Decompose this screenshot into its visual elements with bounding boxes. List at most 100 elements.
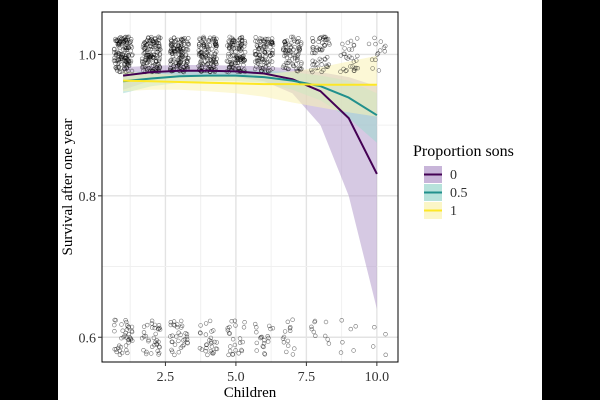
- data-point: [270, 48, 276, 53]
- data-point: [209, 329, 214, 334]
- data-point: [280, 336, 286, 341]
- y-tick-label: 1.0: [79, 48, 97, 63]
- data-point: [184, 46, 190, 52]
- data-point: [282, 329, 288, 334]
- data-point: [354, 58, 359, 63]
- data-point: [176, 350, 182, 355]
- data-point: [119, 336, 124, 341]
- data-point: [124, 335, 129, 340]
- data-point: [176, 330, 181, 335]
- data-point: [230, 53, 235, 58]
- data-point: [375, 52, 380, 57]
- legend-item-0: 0: [424, 166, 457, 183]
- data-point: [147, 38, 153, 43]
- data-point: [198, 331, 203, 336]
- data-point: [240, 56, 246, 61]
- data-point: [226, 352, 231, 358]
- data-point: [203, 332, 209, 337]
- data-point: [142, 46, 147, 51]
- data-point: [285, 338, 291, 344]
- data-point: [126, 53, 131, 58]
- data-point: [183, 331, 188, 336]
- data-point: [338, 53, 343, 58]
- chart-panel: 2.5 5.0 7.5 10.0 0.6 0.8 1.0 Children Survival…: [58, 0, 542, 400]
- data-point: [185, 64, 191, 70]
- data-point: [205, 352, 210, 358]
- data-point: [209, 46, 215, 52]
- data-point: [141, 330, 147, 335]
- data-point: [172, 342, 178, 347]
- data-point: [255, 61, 261, 66]
- data-point: [257, 36, 263, 41]
- data-point: [115, 68, 120, 73]
- data-point: [226, 331, 232, 336]
- data-point: [355, 36, 360, 41]
- data-point: [376, 68, 382, 73]
- data-point: [168, 58, 173, 63]
- data-point: [238, 57, 244, 62]
- data-point: [129, 53, 135, 58]
- data-point: [228, 54, 233, 59]
- y-tick-label: 0.8: [79, 190, 97, 205]
- data-point: [338, 69, 343, 74]
- data-point: [292, 44, 298, 50]
- data-point: [289, 40, 294, 46]
- data-point: [289, 57, 295, 62]
- data-point: [211, 62, 217, 67]
- data-point: [230, 352, 236, 357]
- data-point: [260, 66, 266, 71]
- data-point: [291, 36, 296, 41]
- data-point: [283, 52, 289, 58]
- data-point: [322, 43, 327, 48]
- data-point: [253, 321, 258, 327]
- data-point: [157, 345, 162, 350]
- data-point: [242, 39, 248, 44]
- data-point: [262, 351, 267, 356]
- data-point: [256, 59, 261, 64]
- data-point: [260, 344, 266, 349]
- data-point: [342, 51, 347, 57]
- data-point: [198, 323, 203, 328]
- data-point: [267, 50, 272, 56]
- data-point: [254, 330, 259, 335]
- data-point: [252, 52, 258, 57]
- data-point: [227, 45, 233, 50]
- data-point: [128, 60, 133, 65]
- data-point: [253, 35, 258, 40]
- data-point: [370, 66, 375, 71]
- data-point: [122, 58, 128, 64]
- data-point: [232, 56, 237, 62]
- data-point: [326, 40, 332, 46]
- data-point: [309, 67, 314, 73]
- data-point: [378, 48, 383, 53]
- data-point: [141, 348, 146, 353]
- data-point: [169, 41, 174, 46]
- data-point: [173, 64, 179, 69]
- data-point: [288, 49, 294, 55]
- data-point: [121, 334, 126, 340]
- y-tick-label: 0.6: [79, 331, 97, 346]
- data-point: [375, 51, 381, 56]
- data-point: [258, 39, 264, 44]
- data-point: [179, 43, 185, 48]
- data-point: [124, 62, 130, 68]
- data-point: [228, 344, 233, 349]
- data-point: [325, 64, 330, 69]
- data-point: [170, 333, 175, 338]
- data-point: [209, 344, 215, 349]
- data-point: [143, 334, 149, 339]
- data-point: [241, 53, 246, 58]
- data-point: [229, 319, 234, 324]
- data-point: [355, 65, 360, 71]
- data-point: [118, 344, 124, 350]
- y-axis-title: Survival after one year: [60, 118, 76, 255]
- data-point: [262, 352, 268, 357]
- data-point: [206, 38, 211, 43]
- data-point: [209, 350, 215, 355]
- data-point: [239, 348, 245, 354]
- data-point: [257, 53, 263, 58]
- data-point: [130, 52, 135, 57]
- data-point: [325, 337, 330, 342]
- data-point: [212, 339, 217, 345]
- data-point: [172, 323, 177, 328]
